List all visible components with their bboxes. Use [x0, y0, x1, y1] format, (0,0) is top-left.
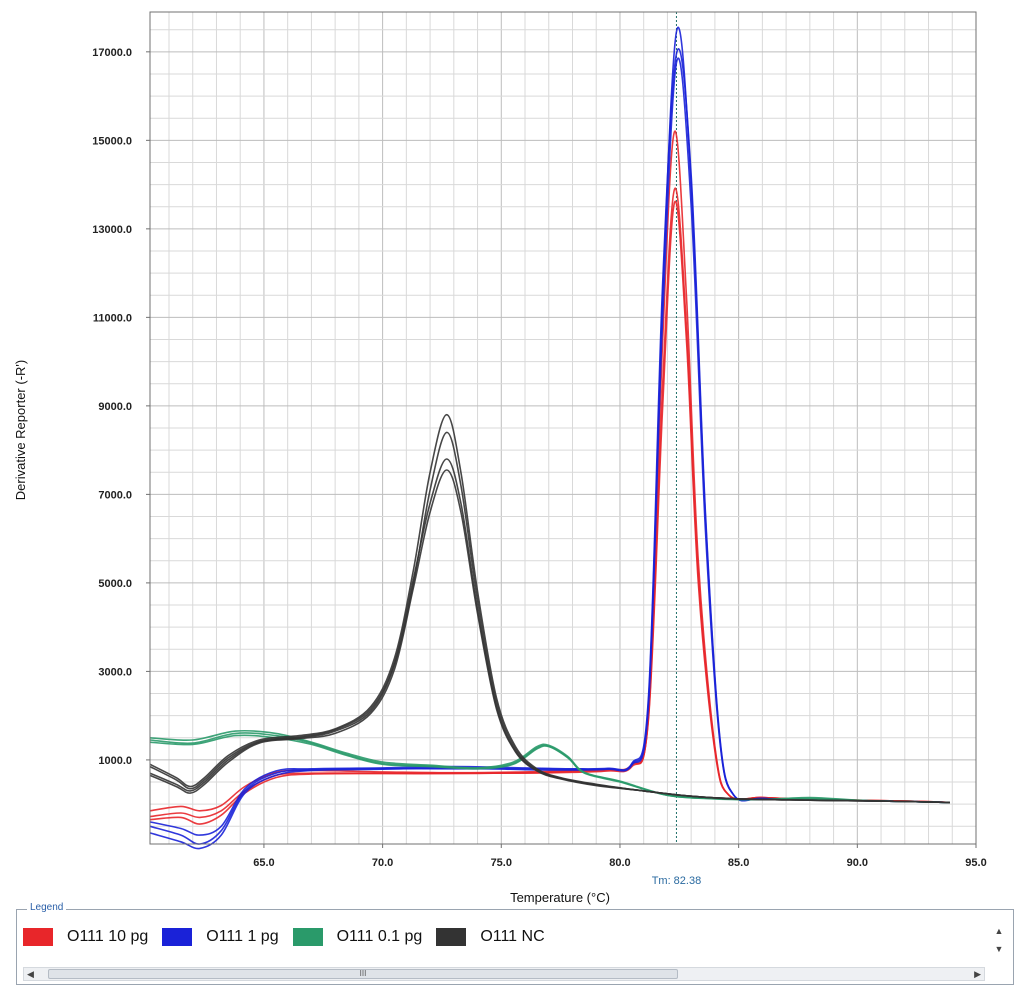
legend-swatch-01pg — [292, 928, 323, 946]
scroll-down-arrow-icon[interactable]: ▼ — [994, 944, 1004, 954]
series-1 — [149, 26, 950, 850]
legend-panel: Legend O111 10 pg O111 1 pg O111 0.1 pg … — [16, 902, 1014, 985]
legend-horizontal-scrollbar[interactable]: ◀ III ▶ — [23, 967, 985, 981]
x-tick-label: 95.0 — [965, 857, 986, 869]
tm-marker-label: Tm: 82.38 — [652, 875, 702, 887]
y-tick-label: 9000.0 — [98, 401, 132, 413]
scroll-right-arrow-icon[interactable]: ▶ — [974, 969, 981, 979]
y-tick-label: 11000.0 — [93, 312, 132, 324]
x-axis-label: Temperature (°C) — [510, 890, 610, 905]
y-tick-label: 5000.0 — [98, 578, 132, 590]
legend-swatch-10pg — [23, 928, 53, 946]
y-tick-label: 15000.0 — [92, 135, 132, 147]
series-1-replicate-2-line — [149, 48, 950, 836]
scroll-left-arrow-icon[interactable]: ◀ — [27, 969, 34, 979]
scroll-thumb[interactable]: III — [48, 969, 678, 979]
legend-title: Legend — [27, 902, 67, 913]
plot-frame — [149, 11, 977, 845]
y-tick-label: 13000.0 — [92, 224, 132, 236]
x-tick-label: 80.0 — [609, 857, 630, 869]
scroll-thumb-grip: III — [359, 969, 367, 978]
y-tick-label: 7000.0 — [98, 489, 132, 501]
legend-item-nc[interactable]: O111 NC — [436, 928, 545, 946]
series-3-replicate-3-line — [149, 469, 950, 804]
legend-label-01pg: O111 0.1 pg — [336, 928, 423, 945]
tm-marker: Tm: 82.38 — [652, 12, 702, 887]
legend-item-1pg[interactable]: O111 1 pg — [162, 928, 279, 946]
scroll-up-arrow-icon[interactable]: ▲ — [994, 926, 1004, 936]
x-tick-label: 90.0 — [847, 857, 868, 869]
series-3 — [149, 413, 950, 804]
y-tick-label: 1000.0 — [98, 755, 132, 767]
melt-curve-chart: Tm: 82.38 65.0 70.0 75.0 80.0 85.0 90.0 95.0 1… — [13, 11, 987, 905]
y-axis-label: Derivative Reporter (-R') — [13, 360, 28, 500]
legend-item-10pg[interactable]: O111 10 pg — [23, 928, 148, 946]
legend-vertical-scrollbar[interactable]: ▲ ▼ — [991, 922, 1007, 958]
legend-label-nc: O111 NC — [480, 928, 545, 945]
legend-items: O111 10 pg O111 1 pg O111 0.1 pg O111 NC — [23, 928, 559, 946]
legend-swatch-1pg — [162, 928, 193, 946]
legend-swatch-nc — [436, 928, 467, 946]
x-tick-label: 65.0 — [253, 857, 274, 869]
legend-label-10pg: O111 10 pg — [67, 928, 149, 945]
legend-item-01pg[interactable]: O111 0.1 pg — [292, 928, 423, 946]
x-tick-label: 85.0 — [728, 857, 749, 869]
y-axis-ticks: 1000.0 3000.0 5000.0 7000.0 9000.0 11000.0 130… — [92, 47, 150, 767]
x-tick-label: 75.0 — [491, 857, 512, 869]
y-tick-label: 17000.0 — [92, 47, 132, 59]
x-tick-label: 70.0 — [372, 857, 393, 869]
x-axis-ticks: 65.0 70.0 75.0 80.0 85.0 90.0 95.0 — [253, 844, 987, 869]
y-tick-label: 3000.0 — [98, 666, 132, 678]
series-layer — [149, 26, 950, 850]
legend-label-1pg: O111 1 pg — [206, 928, 279, 945]
